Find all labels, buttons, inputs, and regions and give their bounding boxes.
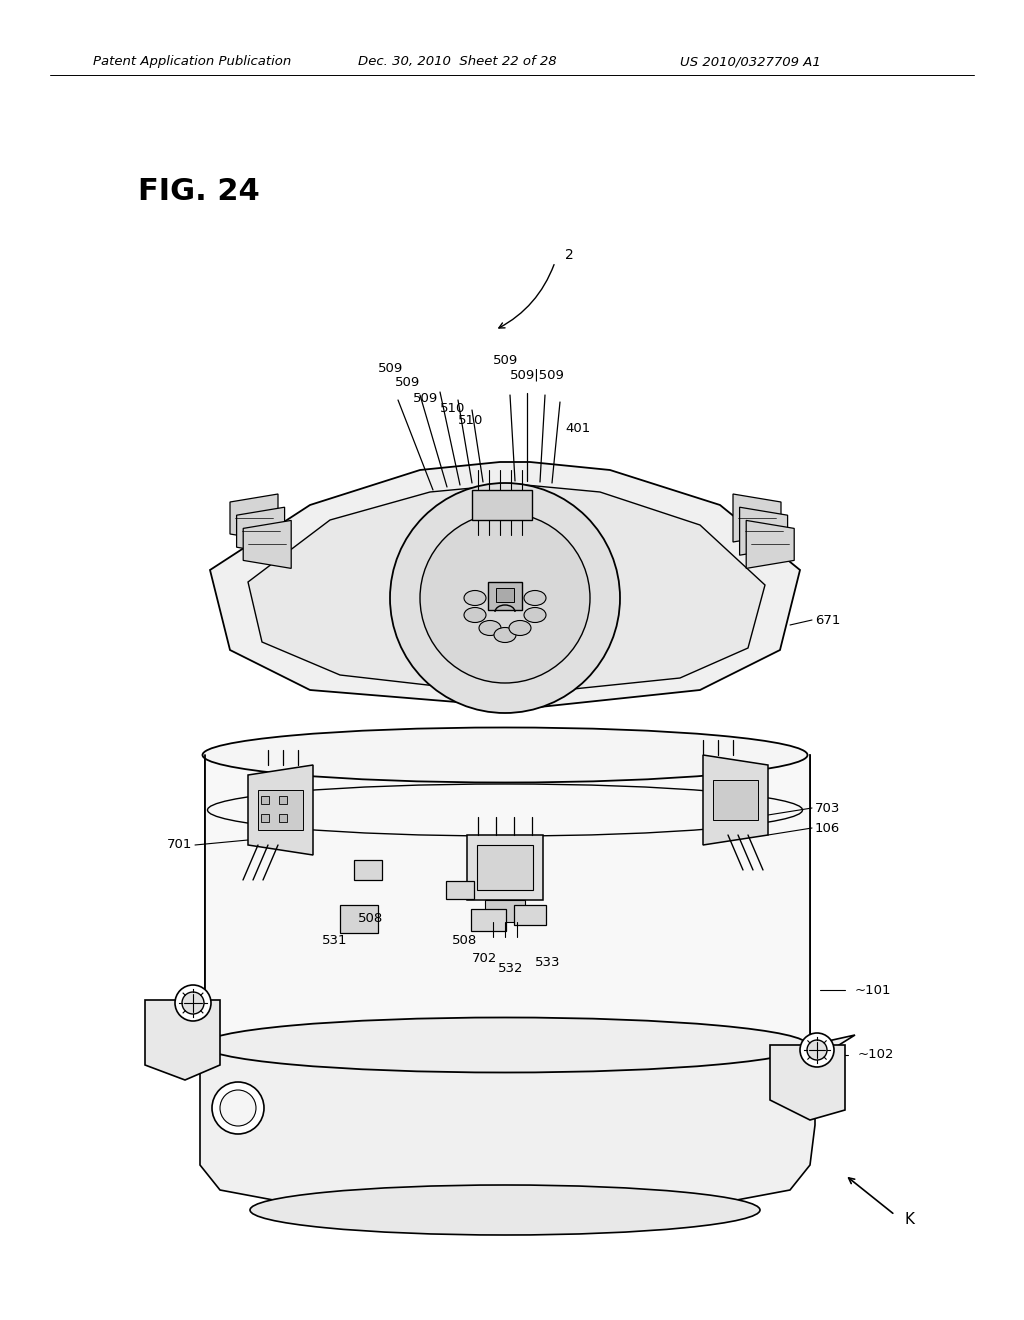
- Bar: [446, 880, 474, 899]
- Ellipse shape: [494, 627, 516, 643]
- Text: 703: 703: [815, 801, 841, 814]
- Text: ~101: ~101: [855, 983, 892, 997]
- Polygon shape: [210, 462, 800, 708]
- Polygon shape: [703, 755, 768, 845]
- Bar: [205, 755, 810, 1045]
- Text: 508: 508: [452, 933, 477, 946]
- Text: 2: 2: [565, 248, 573, 261]
- Bar: [496, 587, 514, 602]
- Ellipse shape: [479, 620, 501, 635]
- Text: 701: 701: [167, 838, 193, 851]
- Text: 671: 671: [815, 614, 841, 627]
- Polygon shape: [739, 507, 787, 556]
- Text: 509: 509: [378, 362, 403, 375]
- Circle shape: [175, 985, 211, 1020]
- Text: 52: 52: [745, 528, 762, 541]
- Text: 508: 508: [358, 912, 383, 924]
- Circle shape: [807, 1040, 827, 1060]
- Polygon shape: [244, 520, 291, 569]
- Ellipse shape: [203, 1018, 808, 1072]
- Bar: [488, 582, 522, 610]
- Text: 509|509: 509|509: [510, 368, 565, 381]
- Text: 531: 531: [322, 933, 347, 946]
- Ellipse shape: [250, 1185, 760, 1236]
- Text: 509: 509: [493, 354, 518, 367]
- Bar: [258, 789, 303, 830]
- Bar: [471, 909, 506, 931]
- Bar: [340, 906, 378, 933]
- Bar: [713, 780, 758, 820]
- Text: 532: 532: [498, 961, 523, 974]
- Polygon shape: [248, 484, 765, 696]
- Text: 401: 401: [565, 421, 590, 434]
- Text: Patent Application Publication: Patent Application Publication: [93, 55, 291, 69]
- Text: 533: 533: [535, 956, 560, 969]
- Circle shape: [212, 1082, 264, 1134]
- Ellipse shape: [524, 607, 546, 623]
- Polygon shape: [733, 494, 781, 543]
- Bar: [485, 900, 525, 921]
- Bar: [261, 814, 269, 822]
- Bar: [514, 906, 546, 925]
- Polygon shape: [230, 494, 278, 543]
- Polygon shape: [770, 1045, 845, 1119]
- Bar: [477, 845, 534, 890]
- Text: 106: 106: [815, 821, 841, 834]
- Text: K: K: [905, 1213, 915, 1228]
- Polygon shape: [237, 507, 285, 556]
- Polygon shape: [155, 1035, 855, 1214]
- Text: 509: 509: [395, 376, 420, 389]
- Ellipse shape: [464, 607, 486, 623]
- Bar: [467, 836, 543, 900]
- Text: Dec. 30, 2010  Sheet 22 of 28: Dec. 30, 2010 Sheet 22 of 28: [358, 55, 557, 69]
- Bar: [279, 814, 287, 822]
- Circle shape: [800, 1034, 834, 1067]
- Circle shape: [420, 513, 590, 682]
- Circle shape: [182, 993, 204, 1014]
- Polygon shape: [746, 520, 795, 569]
- Ellipse shape: [203, 727, 808, 783]
- Text: 702: 702: [472, 952, 498, 965]
- Circle shape: [390, 483, 620, 713]
- Bar: [279, 796, 287, 804]
- Text: 510: 510: [458, 413, 483, 426]
- Text: 509: 509: [413, 392, 438, 404]
- Polygon shape: [248, 766, 313, 855]
- Polygon shape: [145, 1001, 220, 1080]
- Bar: [472, 490, 532, 520]
- Text: US 2010/0327709 A1: US 2010/0327709 A1: [680, 55, 821, 69]
- Ellipse shape: [509, 620, 531, 635]
- Text: ~102: ~102: [858, 1048, 895, 1061]
- Bar: [354, 861, 382, 880]
- Bar: [261, 796, 269, 804]
- Ellipse shape: [464, 590, 486, 606]
- Ellipse shape: [524, 590, 546, 606]
- Text: 510: 510: [440, 401, 465, 414]
- Circle shape: [220, 1090, 256, 1126]
- Text: FIG. 24: FIG. 24: [138, 177, 260, 206]
